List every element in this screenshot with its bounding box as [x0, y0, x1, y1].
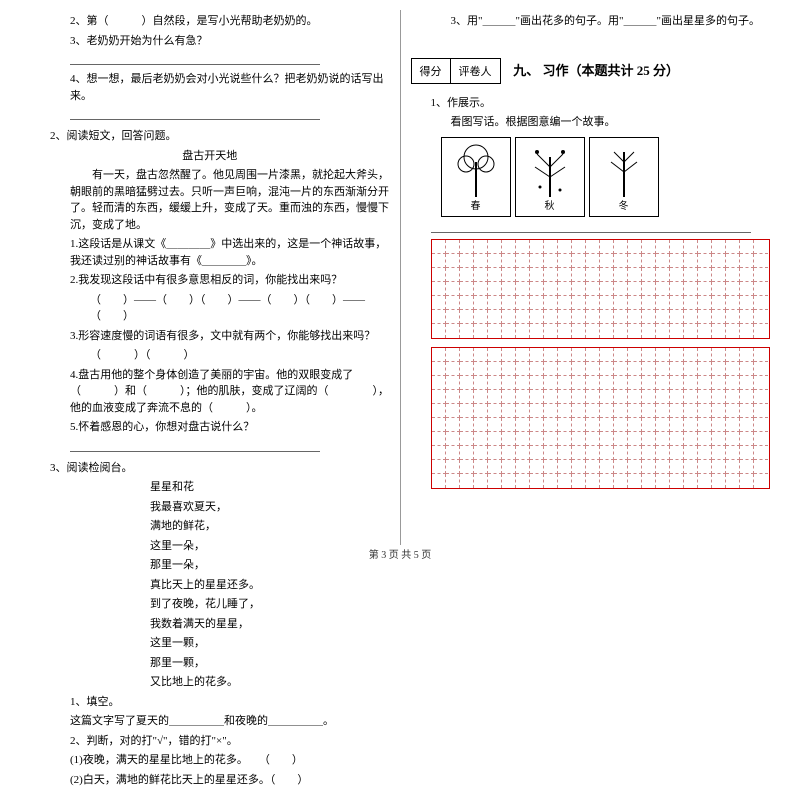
tree-icon	[599, 142, 649, 197]
left-column: 2、第（ ）自然段，是写小光帮助老奶奶的。 3、老奶奶开始为什么有急？ 4、想一…	[20, 10, 401, 545]
writing-grid	[431, 239, 771, 489]
blank-group: （ ）——（ ）（ ）——（ ）（ ）——（ ）	[30, 292, 390, 325]
sub-q: 3.形容速度慢的词语有很多，文中就有两个，你能够找出来吗？	[30, 328, 390, 345]
sub-q-option: (1)夜晚，满天的星星比地上的花多。 （ ）	[30, 752, 390, 769]
sub-q: 1.这段话是从课文《＿＿＿＿》中选出来的，这是一个神话故事，我还读过别的神话故事…	[30, 236, 390, 269]
sub-q: 2、判断，对的打"√"，错的打"×"。	[30, 733, 390, 750]
passage-body: 有一天，盘古忽然醒了。他见周围一片漆黑，就抡起大斧头，朝眼前的黑暗猛劈过去。只听…	[30, 167, 390, 233]
sub-q: 5.怀着感恩的心，你想对盘古说什么？	[30, 419, 390, 436]
answer-line	[70, 442, 320, 452]
sub-q: 4.盘古用他的整个身体创造了美丽的宇宙。他的双眼变成了（ ）和（ ）；他的肌肤，…	[30, 367, 390, 417]
grid-block	[431, 347, 771, 489]
picture-spring: 春	[441, 137, 511, 217]
tree-icon	[525, 142, 575, 197]
img-label: 春	[471, 197, 481, 212]
score-box: 得分 评卷人	[411, 58, 501, 84]
poem-line: 我数着满天的星星，	[30, 616, 390, 633]
poem-line: 到了夜晚，花儿睡了，	[30, 596, 390, 613]
q-title: 3、阅读检阅台。	[30, 460, 390, 477]
answer-line	[70, 110, 320, 120]
sub-q: 3、用"＿＿＿"画出花多的句子。用"＿＿＿"画出星星多的句子。	[411, 13, 771, 30]
page-footer: 第 3 页 共 5 页	[0, 546, 800, 561]
q-text: 2、第（ ）自然段，是写小光帮助老奶奶的。	[30, 13, 390, 30]
writing-desc: 看图写话。根据图意编一个故事。	[411, 114, 771, 131]
picture-winter: 冬	[589, 137, 659, 217]
poem-line: 又比地上的花多。	[30, 674, 390, 691]
picture-autumn: 秋	[515, 137, 585, 217]
answer-line	[431, 223, 751, 233]
q-title: 2、阅读短文，回答问题。	[30, 128, 390, 145]
section-title: 九、 习作（本题共计 25 分）	[513, 60, 679, 79]
img-label: 秋	[545, 197, 555, 212]
poem-title: 星星和花	[30, 479, 390, 496]
grader-label: 评卷人	[451, 59, 500, 83]
blank-group: （ ）（ ）	[30, 347, 390, 364]
poem-line: 满地的鲜花，	[30, 518, 390, 535]
sub-q-line: 这篇文字写了夏天的＿＿＿＿＿和夜晚的＿＿＿＿＿。	[30, 713, 390, 730]
sub-q-option: (2)白天，满地的鲜花比天上的星星还多。（ ）	[30, 772, 390, 788]
writing-q: 1、作展示。	[411, 95, 771, 112]
poem-line: 那里一颗，	[30, 655, 390, 672]
img-label: 冬	[619, 197, 629, 212]
picture-row: 春 秋	[441, 137, 771, 217]
poem-line: 这里一颗，	[30, 635, 390, 652]
passage-title: 盘古开天地	[30, 148, 390, 165]
tree-icon	[451, 142, 501, 197]
poem-line: 真比天上的星星还多。	[30, 577, 390, 594]
poem-line: 我最喜欢夏天，	[30, 499, 390, 516]
grid-block	[431, 239, 771, 339]
sub-q: 2.我发现这段话中有很多意思相反的词，你能找出来吗？	[30, 272, 390, 289]
sub-q: 1、填空。	[30, 694, 390, 711]
score-label: 得分	[412, 59, 451, 83]
answer-line	[70, 55, 320, 65]
poem-body: 我最喜欢夏天，满地的鲜花，这里一朵，那里一朵，真比天上的星星还多。到了夜晚，花儿…	[30, 499, 390, 691]
q-text: 4、想一想，最后老奶奶会对小光说些什么？把老奶奶说的话写出来。	[30, 71, 390, 104]
q-text: 3、老奶奶开始为什么有急？	[30, 33, 390, 50]
right-column: 3、用"＿＿＿"画出花多的句子。用"＿＿＿"画出星星多的句子。 得分 评卷人 九…	[401, 10, 781, 545]
